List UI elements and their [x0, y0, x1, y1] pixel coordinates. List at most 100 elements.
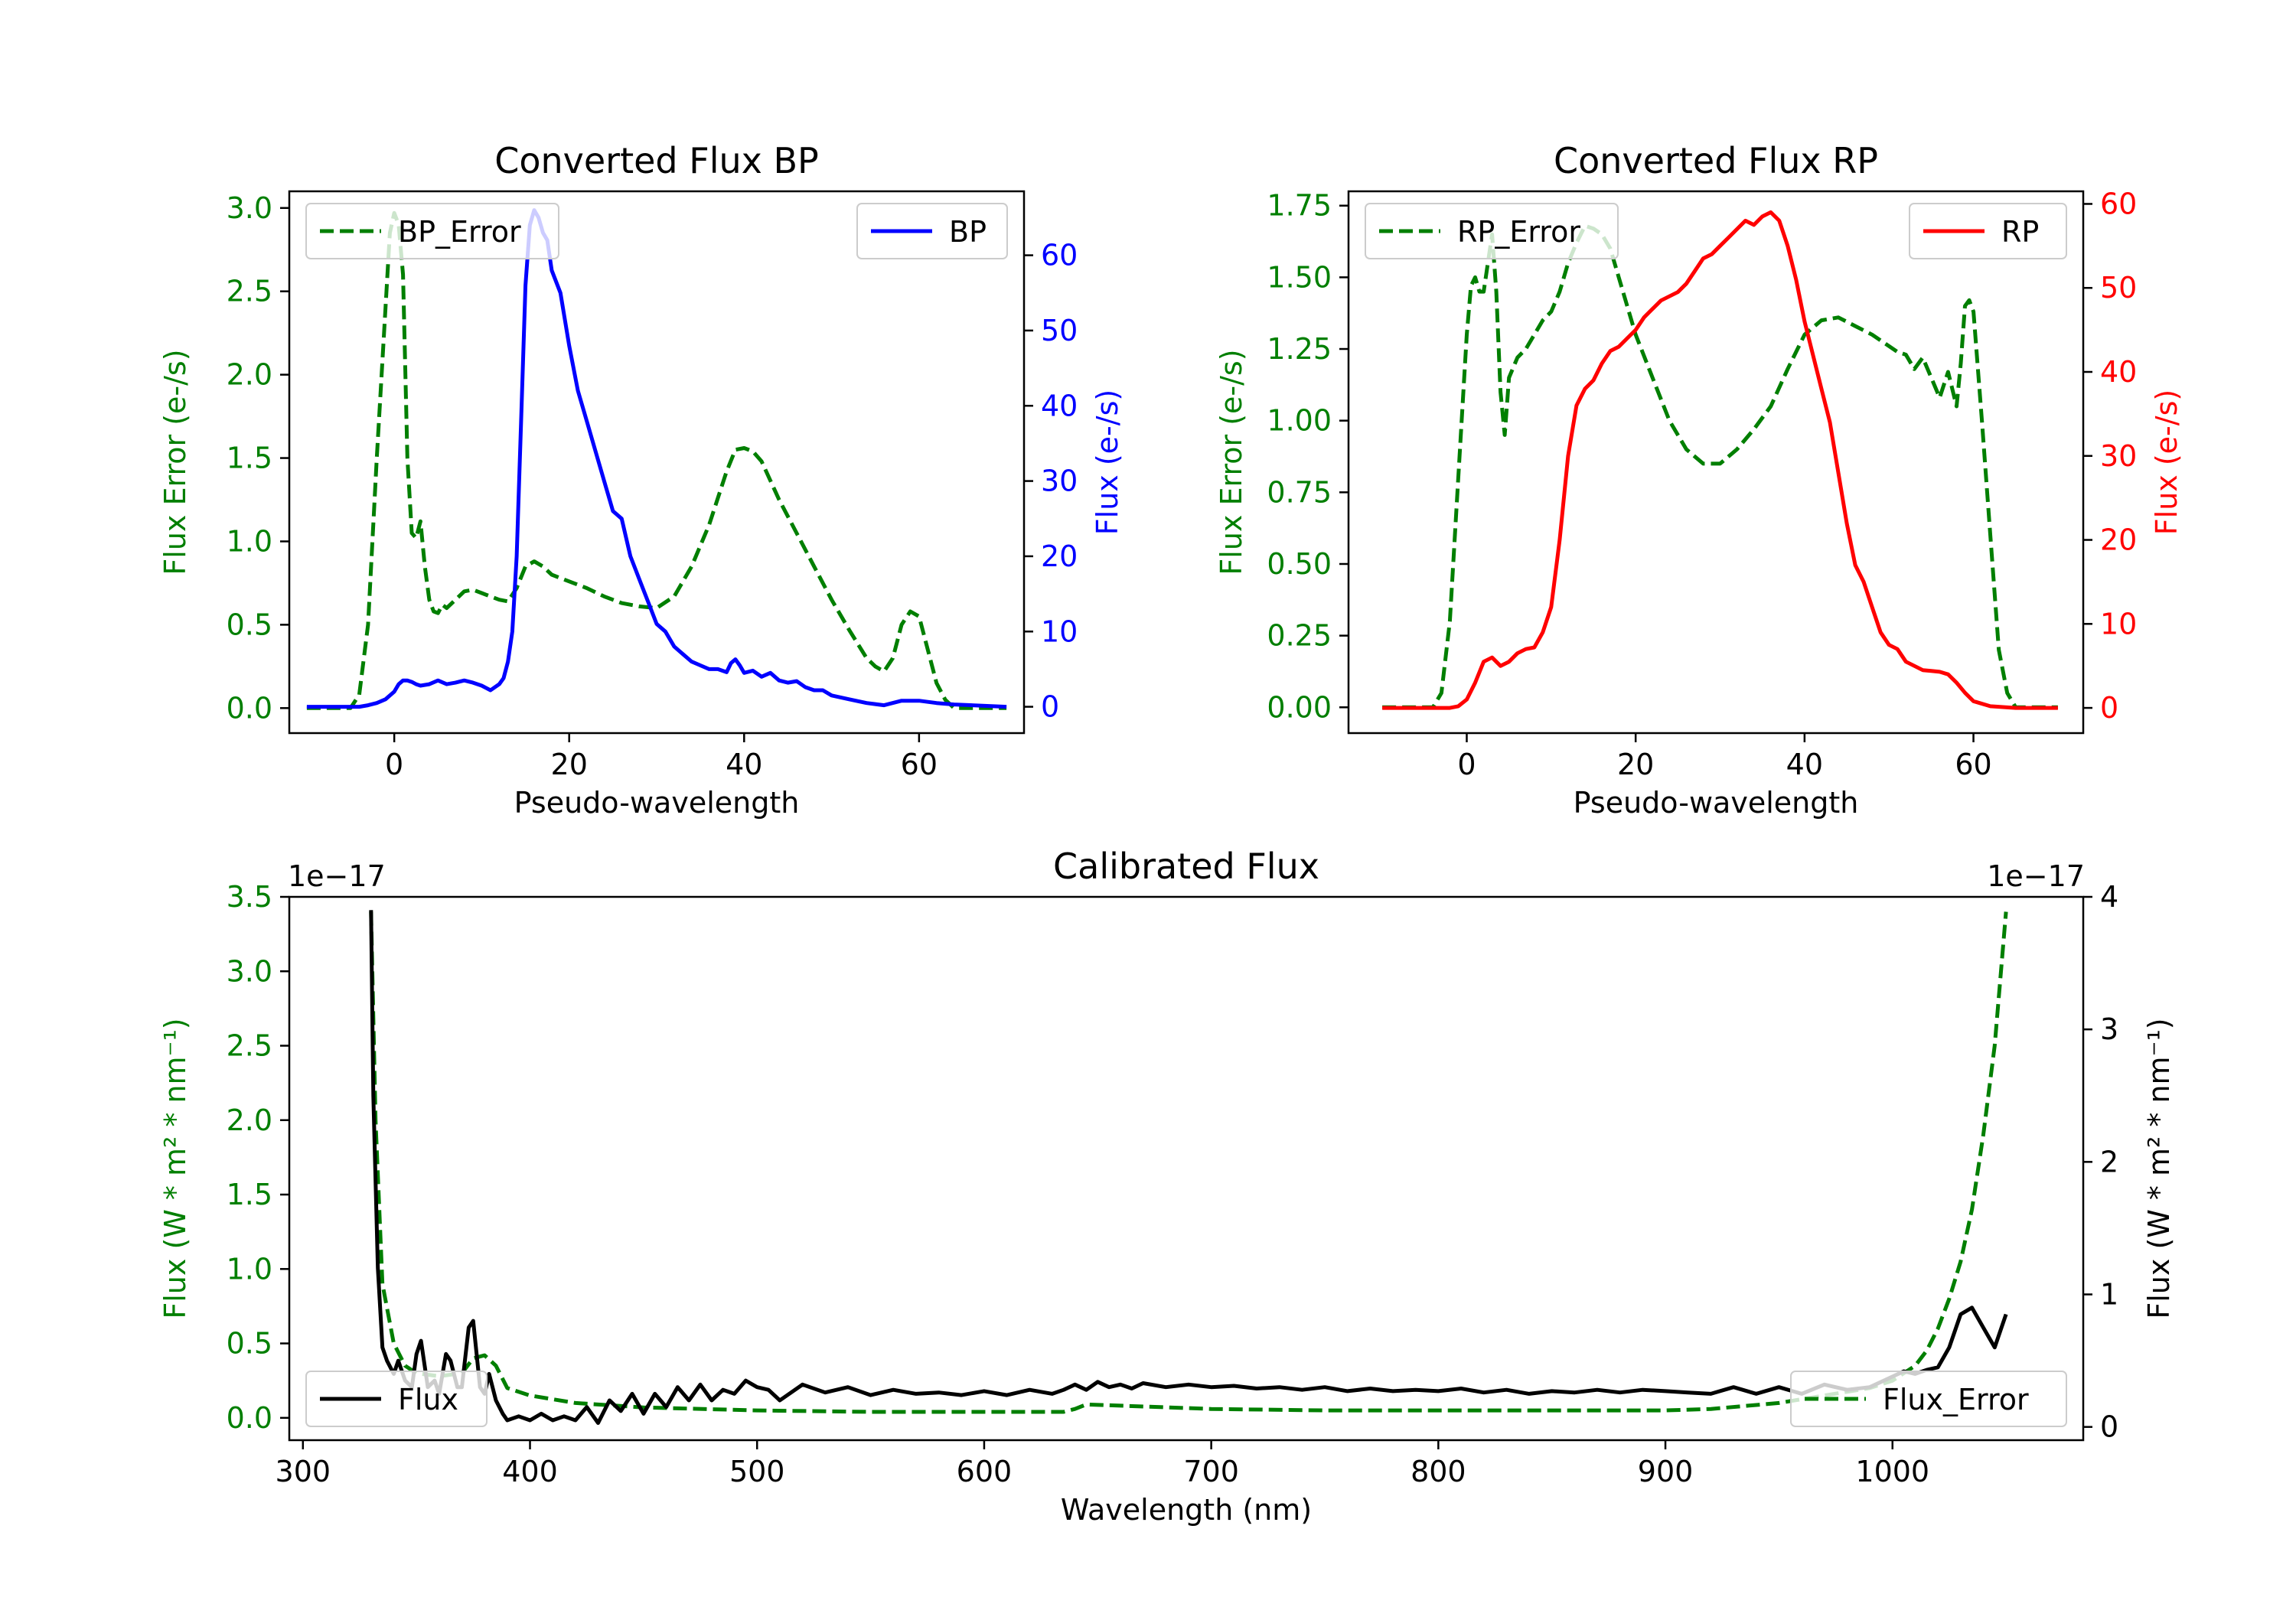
- cal-ytick-left-label: 1.0: [227, 1252, 272, 1286]
- cal-ytick-right-label: 1: [2100, 1278, 2118, 1312]
- rp-legend-left: RP_Error: [1365, 203, 1619, 259]
- bp-ytick-left-label: 1.0: [227, 524, 272, 558]
- cal-ytick-left-label: 1.5: [227, 1178, 272, 1211]
- bp-xtick-label: 0: [385, 748, 403, 781]
- cal-x-axis-label: Wavelength (nm): [1061, 1493, 1312, 1527]
- cal-ytick-left-label: 2.5: [227, 1029, 272, 1063]
- cal-y-axis-label-left: Flux (W * m² * nm⁻¹): [158, 1018, 192, 1319]
- rp-legend-right: RP: [1909, 203, 2067, 259]
- bp-ytick-right-label: 60: [1041, 239, 1078, 272]
- cal-xtick-label: 1000: [1855, 1455, 1929, 1488]
- rp-xtick-label: 0: [1457, 748, 1476, 781]
- bp-y-axis-label-right: Flux (e-/s): [1091, 390, 1124, 535]
- bp-bp-error-line: [306, 210, 1007, 710]
- cal-offset-label-left: 1e−17: [288, 859, 386, 893]
- cal-xtick-label: 700: [1183, 1455, 1239, 1488]
- bp-chart-title: Converted Flux BP: [494, 140, 819, 181]
- rp-ytick-left-label: 0.75: [1267, 475, 1332, 509]
- bp-xtick-label: 20: [551, 748, 588, 781]
- rp-ytick-left-label: 1.00: [1267, 404, 1332, 438]
- cal-ytick-left-label: 0.5: [227, 1327, 272, 1361]
- cal-flux-error-line: [369, 911, 2008, 1414]
- cal-ytick-right-label: 0: [2100, 1410, 2118, 1444]
- rp-xtick-label: 20: [1617, 748, 1654, 781]
- rp-x-axis-label: Pseudo-wavelength: [1574, 786, 1859, 820]
- bp-y-axis-label-left: Flux Error (e-/s): [158, 349, 192, 575]
- rp-rp-error-line: [1382, 223, 2058, 709]
- cal-xtick-label: 300: [276, 1455, 331, 1488]
- rp-ytick-right-label: 50: [2100, 271, 2137, 305]
- cal-y-axis-label-right: Flux (W * m² * nm⁻¹): [2142, 1018, 2176, 1319]
- rp-rp-line: [1382, 210, 2058, 710]
- rp-legend-box: [1365, 203, 1619, 259]
- bp-legend-right: BP: [856, 203, 1008, 259]
- bp-ytick-right-label: 50: [1041, 314, 1078, 347]
- cal-ytick-left-label: 3.0: [227, 954, 272, 988]
- cal-ytick-left-label: 2.0: [227, 1103, 272, 1137]
- cal-xtick-label: 800: [1411, 1455, 1466, 1488]
- cal-xtick-label: 400: [502, 1455, 558, 1488]
- rp-ytick-left-label: 1.75: [1267, 189, 1332, 223]
- bp-ytick-left-label: 0.5: [227, 608, 272, 641]
- cal-flux-line: [369, 910, 2008, 1425]
- bp-legend-box: [305, 203, 559, 259]
- rp-ytick-right-label: 0: [2100, 691, 2118, 725]
- bp-axes-frame: [288, 190, 1026, 735]
- rp-ytick-left-label: 1.50: [1267, 260, 1332, 294]
- rp-legend-label: RP_Error: [1457, 215, 1580, 249]
- cal-ytick-left-label: 0.0: [227, 1401, 272, 1435]
- bp-ytick-left-label: 1.5: [227, 442, 272, 475]
- cal-legend-box: [305, 1371, 488, 1427]
- rp-ytick-right-label: 20: [2100, 523, 2137, 557]
- rp-ytick-left-label: 1.25: [1267, 332, 1332, 366]
- rp-chart-title: Converted Flux RP: [1554, 140, 1878, 181]
- rp-legend-box: [1909, 203, 2067, 259]
- bp-ytick-right-label: 10: [1041, 614, 1078, 648]
- rp-legend-label: RP: [2001, 215, 2039, 249]
- bp-ytick-right-label: 30: [1041, 464, 1078, 498]
- rp-ytick-left-label: 0.25: [1267, 619, 1332, 653]
- cal-legend-label: Flux: [398, 1383, 458, 1416]
- cal-legend-label: Flux_Error: [1883, 1383, 2029, 1416]
- bp-ytick-right-label: 0: [1041, 690, 1059, 724]
- cal-ytick-left-label: 3.5: [227, 880, 272, 914]
- rp-y-axis-label-right: Flux (e-/s): [2150, 390, 2183, 535]
- bp-ytick-left-label: 2.5: [227, 275, 272, 308]
- bp-xtick-label: 40: [726, 748, 762, 781]
- bp-ytick-right-label: 20: [1041, 539, 1078, 573]
- cal-xtick-label: 600: [957, 1455, 1013, 1488]
- rp-panel: 0 20 40 60 0.00 0.25 0.50 0.75 1.00 1.25 1.50 1.75 0…: [1215, 140, 2183, 820]
- rp-ytick-left-label: 0.50: [1267, 547, 1332, 581]
- bp-legend-label: BP: [949, 215, 987, 249]
- rp-ytick-left-label: 0.00: [1267, 690, 1332, 724]
- cal-chart-title: Calibrated Flux: [1053, 846, 1319, 887]
- cal-panel: 300 400 500 600 700 800 900 1000 0.0 0.5 1.0 1.5 2.0…: [158, 846, 2176, 1527]
- cal-legend-left: Flux: [305, 1371, 488, 1427]
- bp-x-axis-label: Pseudo-wavelength: [514, 786, 800, 820]
- bp-legend-left: BP_Error: [305, 203, 559, 259]
- cal-xtick-label: 900: [1638, 1455, 1694, 1488]
- rp-ytick-right-label: 10: [2100, 607, 2137, 641]
- bp-panel: 0 20 40 60 0.0 0.5 1.0 1.5 2.0 2.5 3.0 0 10 20 30 40 50 6…: [158, 140, 1124, 820]
- rp-y-axis-label-left: Flux Error (e-/s): [1215, 349, 1248, 575]
- rp-xtick-label: 60: [1955, 748, 1991, 781]
- cal-ytick-right-label: 3: [2100, 1012, 2118, 1046]
- rp-ytick-right-label: 40: [2100, 355, 2137, 389]
- bp-ytick-right-label: 40: [1041, 389, 1078, 422]
- cal-legend-box: [1790, 1371, 2067, 1427]
- bp-ytick-left-label: 3.0: [227, 191, 272, 225]
- rp-ytick-right-label: 30: [2100, 439, 2137, 473]
- bp-xtick-label: 60: [901, 748, 938, 781]
- rp-ytick-right-label: 60: [2100, 187, 2137, 220]
- bp-bp-line: [306, 208, 1007, 709]
- cal-xtick-label: 500: [729, 1455, 785, 1488]
- cal-ytick-right-label: 2: [2100, 1145, 2118, 1178]
- bp-ytick-left-label: 0.0: [227, 691, 272, 725]
- cal-offset-label-right: 1e−17: [1987, 859, 2085, 893]
- cal-axes-frame: [288, 895, 2085, 1442]
- rp-xtick-label: 40: [1786, 748, 1823, 781]
- cal-legend-right: Flux_Error: [1790, 1371, 2067, 1427]
- bp-ytick-left-label: 2.0: [227, 358, 272, 392]
- rp-axes-frame: [1347, 190, 2085, 735]
